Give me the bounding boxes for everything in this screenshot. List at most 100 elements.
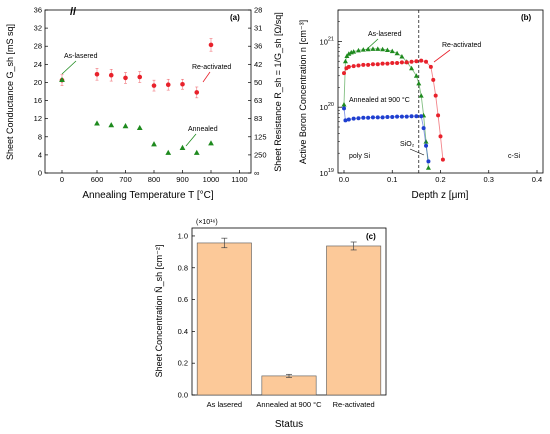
panel-b-point-re-activated [399, 60, 404, 65]
panel-a-annotation-re-activated: Re-activated [192, 64, 231, 71]
panel-b-point-re-activated [438, 134, 443, 139]
panel-b-point-annealed-at-900-c [370, 115, 375, 120]
panel-b-annotation-annealed: Annealed at 900 °C [349, 96, 410, 104]
panel-a-y-tick-label-left: 20 [34, 78, 42, 87]
panel-b-point-annealed-at-900-c [414, 114, 419, 119]
panel-a-x-tick-label: 800 [148, 175, 161, 184]
panel-b-point-as-lasered [375, 46, 381, 51]
panel-a-arrow-as-lasered [61, 60, 77, 75]
panel-a-y-tick-label-right: 28 [254, 6, 262, 15]
panel-a-x-tick-label: 900 [176, 175, 189, 184]
panel-a-point-annealed [94, 120, 100, 126]
panel-b-point-annealed-at-900-c [351, 116, 356, 121]
panel-a-point-re-activated [94, 71, 100, 77]
panel-b-series-line-re-activated [343, 60, 444, 160]
panel-a-ticks: 0 600 700 800 900 1000 1100 0 4 8 12 16 20 24 28 32 36 ∞ 2… [34, 6, 267, 185]
panel-b-point-annealed-at-900-c [419, 114, 424, 119]
panel-c-y-axis-label: Sheet Concentration N̄_sh [cm⁻²] [154, 245, 164, 378]
panel-a-x-tick-label: 700 [119, 175, 132, 184]
panel-a-point-re-activated [194, 90, 200, 95]
panel-a-y-axis-label-right: Sheet Resistance R_sh = 1/G_sh [Ω/sq] [273, 12, 283, 172]
panel-c-bar [196, 242, 252, 396]
panel-b-point-annealed-at-900-c [385, 114, 390, 119]
panel-a-arrow-re-activated [202, 71, 211, 83]
panel-b-point-as-lasered [370, 46, 376, 51]
panel-b-point-annealed-at-900-c [343, 118, 348, 123]
panel-a-point-annealed [122, 123, 129, 129]
panel-b-data-marks [341, 10, 445, 173]
panel-a-annotation-annealed: Annealed [188, 126, 218, 133]
panel-b-point-re-activated [433, 93, 438, 98]
panel-a-point-re-activated [151, 83, 157, 88]
panel-b-point-re-activated [380, 61, 385, 66]
panel-c-x-axis-label: Status [275, 419, 303, 430]
panel-a-x-tick-label: 1100 [231, 175, 247, 184]
panel-b-ticks: 0.0 0.1 0.2 0.3 0.4 1019 1020 1021 [320, 9, 542, 184]
panel-b-y-tick-label: 1020 [320, 102, 334, 112]
panel-a-arrow-annealed [185, 133, 197, 147]
panel-b-point-as-lasered [355, 47, 361, 53]
panel-a-data-marks [59, 38, 214, 155]
panel-c-category-label: As lasered [207, 400, 242, 409]
panel-b-point-as-lasered [365, 46, 371, 52]
panel-b-y-tick-label: 1019 [320, 168, 334, 178]
panel-b-point-re-activated [346, 64, 351, 69]
panel-a-y-tick-label-right: 31 [254, 24, 262, 33]
panel-b-annotation-re-activated: Re-activated [442, 42, 481, 49]
panel-b-point-re-activated [409, 59, 414, 64]
panel-b-arrow-re-activated [433, 49, 451, 63]
panel-a-x-tick-label: 1000 [203, 175, 220, 184]
panel-b-point-as-lasered [344, 53, 350, 58]
panel-a-x-axis-label: Annealing Temperature T [°C] [82, 190, 214, 201]
panel-b-point-as-lasered [423, 139, 429, 144]
panel-c-y-tick-label: 0.8 [178, 263, 188, 272]
panel-c-y-tick-label: 0.0 [178, 391, 188, 400]
panel-b-point-re-activated [414, 59, 419, 64]
panel-a-y-tick-label-left: 16 [34, 96, 42, 105]
panel-b-point-annealed-at-900-c [409, 114, 414, 119]
panel-b-point-annealed-at-900-c [421, 126, 426, 131]
panel-c-y-tick-label: 0.2 [178, 359, 188, 368]
panel-b-point-as-lasered [394, 50, 400, 56]
panel-b-point-as-lasered [416, 80, 422, 86]
panel-b-arrow-sio2 [409, 148, 425, 156]
panel-b-point-re-activated [436, 113, 441, 118]
panel-c-bar [261, 375, 317, 396]
panel-a-point-re-activated [165, 82, 171, 88]
panel-a-x-tick-label: 0 [60, 175, 64, 184]
panel-a-y-tick-label-left: 28 [34, 42, 42, 51]
panel-a-annotation-as-lasered: As-lasered [64, 53, 98, 60]
panel-b-point-re-activated [361, 62, 366, 67]
panel-b-label: (b) [521, 13, 532, 22]
panel-c-label: (c) [366, 232, 376, 241]
panel-a-point-annealed [193, 149, 200, 155]
panel-c-y-tick-label: 0.6 [178, 295, 188, 304]
panel-b-point-annealed-at-900-c [380, 115, 385, 120]
panel-b-arrow-as-lasered [365, 38, 379, 51]
panel-b-x-axis-label: Depth z [μm] [412, 190, 469, 201]
panel-b-point-re-activated [395, 60, 400, 65]
panel-b-point-re-activated [351, 64, 356, 69]
panel-b-y-axis-label: Active Boron Concentration n [cm⁻³] [298, 20, 308, 164]
panel-b-concentration-profile: 0.0 0.1 0.2 0.3 0.4 1019 1020 1021 (b) As-laser… [298, 9, 544, 201]
panel-a-y-tick-label-left: 8 [38, 132, 42, 141]
panel-b-x-tick-label: 0.4 [532, 175, 542, 184]
panel-b-point-as-lasered [384, 47, 390, 53]
panel-b-point-as-lasered [341, 101, 347, 107]
panel-b-x-tick-label: 0.0 [339, 175, 349, 184]
panel-a-conductance-vs-temperature: 0 600 700 800 900 1000 1100 0 4 8 12 16 20 24 28 32 36 ∞ 2… [5, 6, 283, 202]
panel-b-point-re-activated [431, 77, 436, 82]
panel-b-series-line-as-lasered [343, 48, 429, 168]
panel-a-point-annealed [208, 140, 214, 146]
panel-b-region-sio2: SiO₂ [400, 141, 415, 148]
panel-b-annotation-as-lasered: As-lasered [368, 31, 402, 38]
panel-a-y-axis-label-left: Sheet Conductance G_sh [mS sq] [5, 24, 15, 160]
panel-a-point-re-activated [208, 42, 214, 48]
panel-b-point-re-activated [342, 71, 346, 76]
panel-a-y-tick-label-right: ∞ [254, 169, 259, 178]
panel-a-y-tick-label-left: 24 [34, 60, 42, 69]
panel-b-point-re-activated [419, 58, 424, 63]
panel-b-x-tick-label: 0.2 [435, 175, 445, 184]
panel-b-point-re-activated [375, 62, 380, 67]
